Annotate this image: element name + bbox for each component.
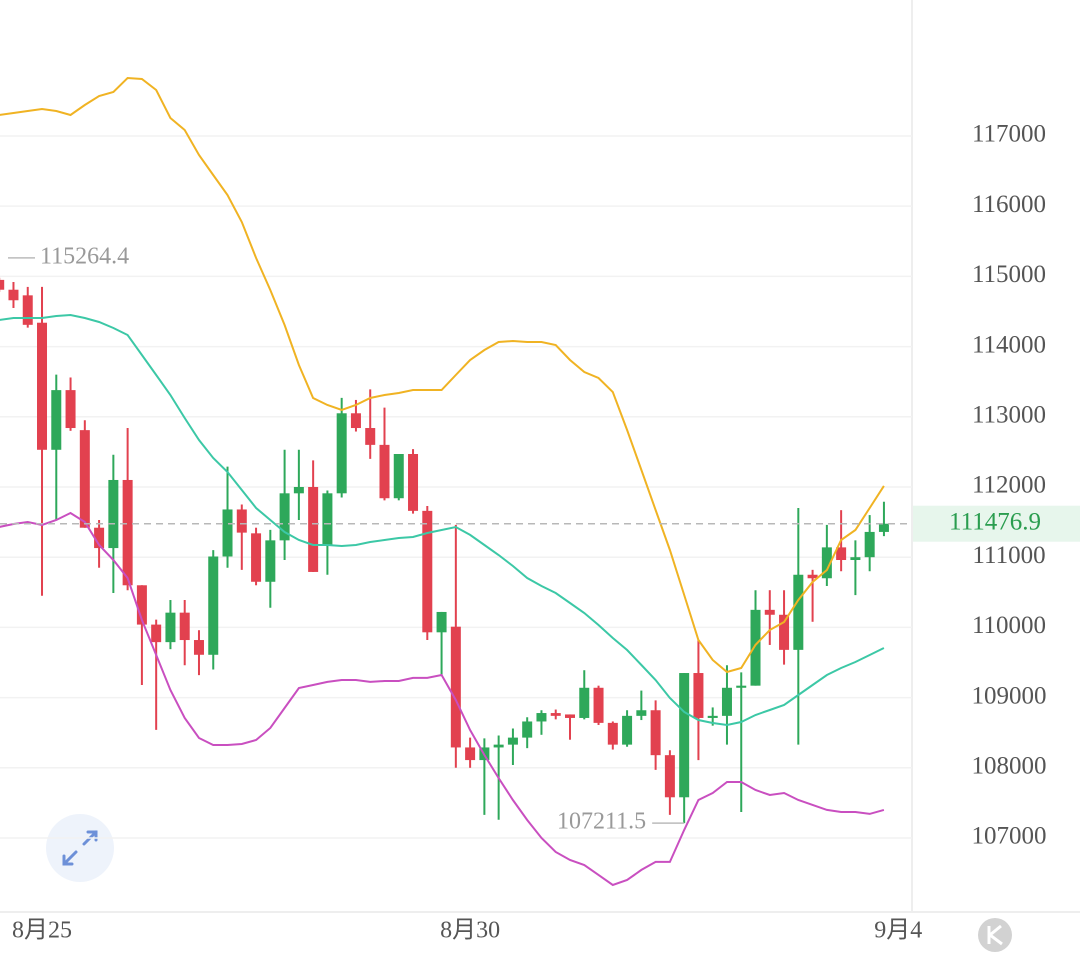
y-tick-label: 113000: [972, 402, 1046, 429]
candle-body: [136, 585, 147, 625]
plot-area: [0, 76, 889, 887]
candle-body: [422, 510, 433, 633]
band-line: [0, 313, 885, 727]
candle-body: [465, 747, 476, 761]
candle-body: [878, 523, 889, 532]
candle-body: [308, 486, 319, 572]
candle-body: [664, 755, 675, 798]
max-price-label: 115264.4: [40, 243, 129, 269]
candle-body: [793, 574, 804, 650]
x-tick-label: 8月30: [440, 918, 500, 944]
y-tick-label: 117000: [972, 121, 1046, 148]
x-tick-label: 9月4: [874, 918, 922, 944]
band-line: [0, 511, 885, 887]
candle-body: [736, 685, 747, 688]
k-icon[interactable]: [978, 918, 1012, 952]
candle-body: [493, 744, 504, 748]
band-line: [0, 76, 885, 674]
y-tick-label: 112000: [972, 472, 1046, 499]
candle-body: [693, 673, 704, 718]
k-glyph: [987, 924, 1003, 946]
last-price-badge: [913, 505, 1080, 542]
y-tick-label: 116000: [972, 191, 1046, 218]
y-tick-label: 108000: [972, 753, 1047, 780]
candle-body: [293, 486, 304, 494]
candle-body: [79, 430, 90, 528]
candle-body: [236, 509, 247, 533]
candle-body: [636, 710, 647, 716]
candle-body: [251, 533, 262, 582]
candle-body: [208, 556, 219, 655]
candle-body: [622, 715, 633, 745]
candle-body: [51, 390, 62, 450]
candle-body: [750, 609, 761, 686]
y-tick-label: 115000: [972, 261, 1046, 288]
candle-body: [151, 624, 162, 643]
last-price-label: 111476.9: [949, 508, 1041, 535]
candle-body: [108, 479, 119, 549]
candle-body: [821, 547, 832, 579]
candle-body: [764, 609, 775, 615]
candle-body: [679, 673, 690, 798]
expand-icon[interactable]: [46, 814, 114, 882]
y-tick-label: 107000: [972, 823, 1047, 850]
y-tick-label: 114000: [972, 331, 1046, 358]
candle-body: [94, 527, 105, 549]
candle-body: [22, 295, 33, 325]
y-tick-label: 111000: [972, 542, 1045, 569]
candle-body: [365, 428, 376, 445]
x-tick-label: 8月25: [12, 918, 72, 944]
candle-body: [193, 640, 204, 655]
candle-body: [37, 322, 48, 450]
candle-body: [807, 574, 818, 579]
candle-body: [550, 713, 561, 716]
min-price-label: 107211.5: [557, 809, 646, 835]
candle-body: [122, 479, 133, 586]
k-button[interactable]: [978, 918, 1012, 952]
candle-body: [579, 687, 590, 718]
candle-body: [565, 714, 575, 718]
candle-body: [179, 612, 190, 641]
candle-body: [8, 289, 19, 301]
candle-body: [779, 614, 790, 650]
candle-body: [379, 444, 390, 499]
candle-body: [222, 509, 233, 557]
candle-body: [450, 626, 461, 748]
candle-body: [721, 687, 732, 716]
candle-body: [836, 547, 847, 561]
candle-body: [322, 493, 333, 545]
candle-body: [436, 611, 447, 633]
candle-body: [336, 413, 347, 494]
candle-body: [864, 531, 875, 558]
expand-button[interactable]: [46, 814, 114, 882]
y-tick-label: 110000: [972, 612, 1046, 639]
candle-body: [350, 413, 361, 429]
candle-body: [536, 713, 547, 722]
candle-body: [522, 721, 533, 738]
candle-body: [593, 687, 604, 723]
candle-body: [65, 390, 76, 429]
y-tick-label: 109000: [972, 682, 1047, 709]
candle-body: [279, 493, 290, 541]
candle-body: [650, 710, 661, 756]
candle-body: [507, 737, 518, 745]
candle-body: [707, 715, 718, 718]
candle-body: [607, 722, 618, 745]
candle-body: [393, 453, 404, 499]
candle-body: [408, 453, 419, 511]
candle-body: [0, 279, 5, 290]
candle-body: [850, 557, 861, 561]
candle-body: [265, 540, 276, 582]
candle-body: [165, 612, 176, 643]
